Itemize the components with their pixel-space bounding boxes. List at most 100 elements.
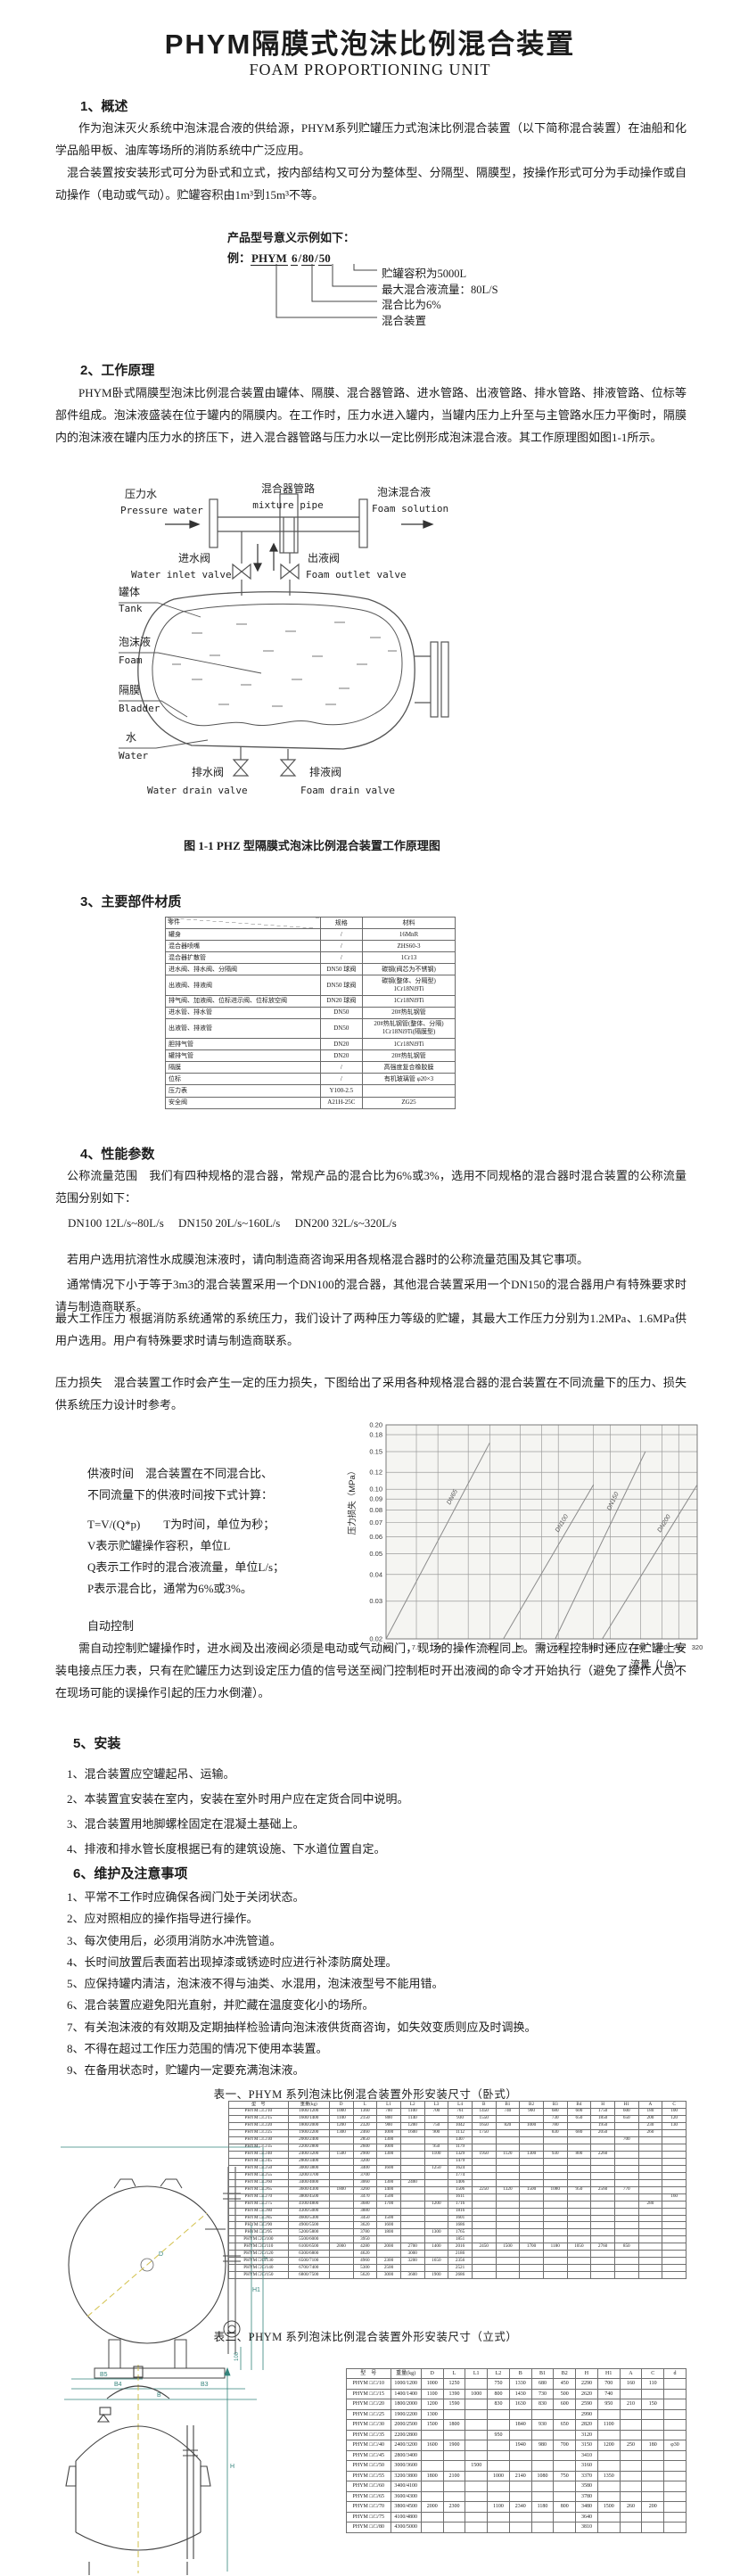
column-header: 零件 (165, 916, 321, 930)
column-header: B2 (553, 2367, 577, 2380)
table-row: PHYM □/□/80 4300/5000 3810 (346, 2522, 687, 2533)
svg-text:0.06: 0.06 (369, 1533, 382, 1541)
manhole (140, 2258, 154, 2272)
list-item: 1、混合装置应空罐起吊、运输。 (67, 1767, 235, 1781)
list-item: 6、混合装置应避免阳光直射，并贮藏在温度变化小的场所。 (67, 1998, 374, 2012)
table-row: PHYM □/□/120 6300/6800 4620 3000 2186 (228, 2250, 687, 2259)
table-row: PHYM □/□/75 4100/4800 3680 1700 1200 1716 280 (228, 2200, 687, 2209)
materials-table: 零件 规格 材料 罐身/16MnR 混合器喷嘴 / ZHS60-3 混合器扩散管/1Cr13 进… (165, 916, 456, 1109)
column-header: H1 (596, 2367, 621, 2380)
table-row: 进水阀、排水阀、分隔阀 DN50 球阀 碳钢(阀芯为不锈钢) (165, 963, 456, 976)
foam-outlet-valve-label-cn: 出液阀 (308, 551, 340, 564)
column-header: H1 (613, 2101, 639, 2109)
table-row: 混合器喷嘴 / ZHS60-3 (165, 940, 456, 953)
table-row: PHYM □/□/25 1900/2200 1300 2990 (346, 2408, 687, 2421)
page-subtitle: FOAM PROPORTIONING UNIT (249, 61, 491, 78)
foam-label-en: Foam (119, 654, 143, 666)
vertical-tank-body (65, 2366, 211, 2575)
table-row: PHYM □/□/30 2000/2500 1500 1800 1840 930 650 28… (346, 2419, 687, 2431)
column-header: C (641, 2367, 665, 2380)
svg-text:200: 200 (656, 1643, 668, 1651)
column-header: L (352, 2101, 378, 2109)
column-header: 材料 (362, 916, 456, 930)
table-row: PHYM □/□/65 3600/4300 3780 (346, 2490, 687, 2503)
table-row: PHYM □/□/70 3800/4500 2000 2300 1100 2340 1180… (346, 2501, 687, 2513)
svg-text:7.5: 7.5 (412, 1643, 421, 1651)
model-label-ratio: 混合比为6% (382, 299, 441, 311)
svg-text:0.18: 0.18 (369, 1430, 382, 1438)
column-header: B2 (519, 2101, 544, 2109)
column-header: B3 (542, 2101, 568, 2109)
water-drain-valve-label-en: Water drain valve (147, 785, 248, 796)
column-header: L2 (487, 2367, 510, 2380)
y-axis-label: 压力损失（MPa） (347, 1467, 358, 1535)
table-row: PHYM □/□/75 4100/4800 3640 (346, 2511, 687, 2523)
column-header: 规格 (319, 916, 364, 930)
alcohol-resistant-paragraph: 若用户选用抗溶性水成膜泡沫液时，请向制造商咨询采用各规格混合器时的公称流量范围及… (67, 1253, 589, 1266)
flow-spec-line: DN100 12L/s~80L/s DN150 20L/s~160L/s DN2… (68, 1216, 397, 1230)
table-row: PHYM □/□/25 1900/2200 1300 2460 1000 1600 900 1… (228, 2128, 687, 2137)
table-row: PHYM □/□/95 5200/5800 3780 1800 1300 1765 (228, 2228, 687, 2237)
table-row: 压力表 Y100-2.5 (165, 1084, 456, 1098)
column-header: B1 (530, 2367, 555, 2380)
mixture-pipe-assembly (209, 493, 368, 554)
dim-b3: B3 (201, 2382, 209, 2388)
table-row: 隔膜 / 高强度复合橡胶膜 (165, 1061, 456, 1074)
table-row: PHYM □/□/70 3800/4500 3470 1500 1611 160 (228, 2193, 687, 2202)
svg-text:0.02: 0.02 (369, 1635, 382, 1643)
table-row: PHYM □/□/35 2200/2800 950 3120 (346, 2429, 687, 2441)
foam-drain-valve-label-cn: 排液阀 (309, 765, 341, 778)
svg-text:100: 100 (604, 1643, 616, 1651)
model-part-flow: 80 (301, 251, 316, 266)
table-row: PHYM □/□/55 3200/3700 3700 1774 (228, 2171, 687, 2180)
dim-b4: B4 (114, 2382, 122, 2388)
table-row: PHYM □/□/60 3400/4000 3060 1300 2400 1406 (228, 2178, 687, 2187)
section-3-heading: 3、主要部件材质 (80, 894, 182, 909)
column-header: 重量(kg) (287, 2101, 330, 2109)
vertical-tank-drawing: H (65, 2365, 234, 2575)
svg-text:0.03: 0.03 (369, 1597, 382, 1605)
flow-arrows (165, 520, 434, 572)
tank-end-flange (415, 641, 449, 718)
foam-solution-label-cn: 泡沫混合液 (377, 485, 431, 498)
supply-time-line: 供液时间 混合装置在不同混合比、 (87, 1467, 274, 1480)
table-row: PHYM □/□/85 4600/5300 3450 1500 1601 (228, 2214, 687, 2223)
tank-circle (68, 2185, 226, 2344)
table-row: 出液阀、排液阀 DN50 球阀 碳钢(整体、分隔型) 1Cr18Ni9Ti (165, 975, 456, 996)
section-4-heading: 4、性能参数 (80, 1147, 155, 1162)
svg-text:0.05: 0.05 (369, 1550, 382, 1558)
svg-text:0.20: 0.20 (369, 1421, 382, 1429)
centerline-diagonal (86, 2212, 208, 2317)
table-row: PHYM □/□/110 6100/6500 2000 4280 2000 2700 140… (228, 2243, 687, 2251)
column-header: L (442, 2367, 466, 2380)
drain-valves (232, 747, 297, 777)
model-part-ratio: 6 (290, 251, 299, 266)
list-item: 5、应保持罐内清洁，泡沫液不得与油类、水混用，泡沫液型号不能用错。 (67, 1977, 444, 1991)
supply-time-block: 供液时间 混合装置在不同混合比、 不同流量下的供液时间按下式计算： T=V/(Q… (87, 1463, 364, 1600)
supply-time-line: 不同流量下的供液时间按下式计算： (87, 1488, 274, 1502)
column-header: L4 (448, 2101, 473, 2109)
figure-caption: 图 1-1 PHZ 型隔膜式泡沫比例混合装置工作原理图 (184, 839, 440, 852)
column-header: L1 (376, 2101, 401, 2109)
column-header: B (508, 2367, 532, 2380)
table-row: PHYM □/□/50 3000/3800 3400 1600 1250 1624 (228, 2164, 687, 2173)
column-header: L1 (465, 2367, 489, 2380)
water-label-cn: 水 (126, 731, 136, 744)
dim-b5: B5 (100, 2372, 108, 2378)
water-inlet-valve-label-en: Water inlet valve (131, 569, 232, 580)
x-axis-label: 流量（L/s） (630, 1658, 683, 1670)
table-row: PHYM □/□/100 5500/6000 3950 1851 (228, 2235, 687, 2244)
list-item: 3、混合装置用地脚螺栓固定在混凝土基础上。 (67, 1817, 305, 1831)
svg-text:80: 80 (589, 1643, 596, 1651)
formula-line: T=V/(Q*p) T为时间，单位为秒； (87, 1518, 275, 1531)
section-6-heading: 6、维护及注意事项 (73, 1866, 188, 1881)
svg-text:10: 10 (434, 1643, 441, 1651)
column-header: 型 号 (346, 2367, 391, 2380)
formula-line: V表示贮罐操作容积，单位L (87, 1539, 231, 1552)
bladder-label-cn: 隔膜 (119, 684, 140, 696)
svg-text:320: 320 (692, 1643, 703, 1651)
overview-paragraph-1: 作为泡沫灭火系统中泡沫混合液的供给源，PHYM系列贮罐压力式泡沫比例混合装置（以… (55, 121, 687, 157)
column-header: D (420, 2367, 444, 2380)
column-header: B (471, 2101, 497, 2109)
